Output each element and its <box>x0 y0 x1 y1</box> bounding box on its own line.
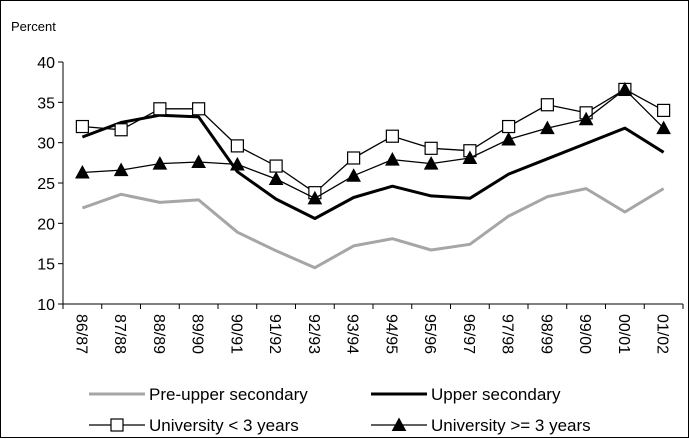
x-tick-label: 87/88 <box>111 314 128 354</box>
data-point-university-3-years <box>424 141 438 155</box>
x-tick-label: 93/94 <box>344 314 361 354</box>
x-tick-label: 92/93 <box>305 314 322 354</box>
y-tick-label: 40 <box>37 55 55 72</box>
data-point-university-3-years <box>501 131 516 146</box>
y-tick-label: 20 <box>37 216 55 233</box>
y-axis-unit-label: Percent <box>11 19 56 34</box>
y-tick-label: 10 <box>37 297 55 314</box>
series-layer <box>75 81 671 270</box>
data-point-university-3-years <box>192 102 206 116</box>
legend-label: Pre-upper secondary <box>149 385 308 404</box>
x-tick-label: 01/02 <box>654 314 671 354</box>
data-point-university-3-years <box>153 102 167 116</box>
legend-item-pre-upper-secondary: Pre-upper secondary <box>89 385 308 404</box>
legend-label: University < 3 years <box>149 416 299 435</box>
legend-marker <box>110 418 124 432</box>
data-point-university-3-years <box>191 154 206 169</box>
y-tick-label: 35 <box>37 95 55 112</box>
x-tick-label: 95/96 <box>421 314 438 354</box>
chart-axes: Percent 10 15 20 25 30 35 40 86/87 87/88 88/89 89/9… <box>11 19 684 354</box>
x-tick-label: 96/97 <box>460 314 477 354</box>
data-point-university-3-years <box>152 156 168 170</box>
legend: Pre-upper secondary Upper secondary Univer… <box>89 385 591 435</box>
data-point-university-3-years <box>540 120 555 135</box>
data-point-university-3-years <box>268 171 284 185</box>
x-tick-label: 86/87 <box>72 314 89 354</box>
x-tick-label: 99/00 <box>576 314 593 354</box>
x-tick-label: 98/99 <box>537 314 554 354</box>
data-point-university-3-years <box>347 151 361 165</box>
y-tick-label: 15 <box>37 257 55 274</box>
legend-item-university-3-years: University < 3 years <box>89 416 299 435</box>
series-pre-upper-secondary <box>81 187 665 270</box>
data-point-university-3-years <box>114 123 128 137</box>
y-tick-label: 30 <box>37 136 55 153</box>
data-point-university-3-years <box>75 164 90 179</box>
series-line-university-3-years <box>82 88 664 194</box>
x-tick-label: 91/92 <box>266 314 283 354</box>
data-point-university-3-years <box>657 103 671 118</box>
x-tick-label: 90/91 <box>227 314 244 354</box>
data-point-university-3-years <box>75 119 89 134</box>
x-tick-label: 88/89 <box>150 314 167 354</box>
y-tick-label: 25 <box>37 176 55 193</box>
data-point-university-3-years <box>385 129 399 143</box>
legend-item-upper-secondary: Upper secondary <box>371 385 561 404</box>
series-line-pre-upper-secondary <box>81 187 665 270</box>
data-point-university-3-years <box>423 156 439 170</box>
legend-label: Upper secondary <box>431 385 561 404</box>
data-point-university-3-years <box>346 168 361 182</box>
series-line-upper-secondary <box>81 113 665 220</box>
series-upper-secondary <box>81 113 665 220</box>
legend-item-university-3-years: University >= 3 years <box>371 416 591 435</box>
x-tick-label: 00/01 <box>615 314 632 354</box>
data-point-university-3-years <box>307 190 323 205</box>
data-point-university-3-years <box>269 159 283 173</box>
data-point-university-3-years <box>230 139 244 153</box>
data-point-university-3-years <box>230 156 245 171</box>
data-point-university-3-years <box>540 98 554 112</box>
data-point-university-3-years <box>113 162 129 177</box>
data-point-university-3-years <box>385 152 400 166</box>
legend-label: University >= 3 years <box>431 416 591 435</box>
series-university-3-years <box>75 81 671 205</box>
series-line-university-3-years <box>82 88 665 199</box>
data-point-university-3-years <box>656 120 671 135</box>
x-tick-label: 89/90 <box>189 314 206 354</box>
data-point-university-3-years <box>462 150 478 164</box>
series-university-3-years <box>75 82 671 200</box>
x-tick-label: 94/95 <box>382 314 399 354</box>
data-point-university-3-years <box>578 111 594 126</box>
data-point-university-3-years <box>617 81 633 96</box>
x-tick-label: 97/98 <box>499 314 516 354</box>
legend-marker <box>391 417 407 431</box>
data-point-university-3-years <box>502 119 516 134</box>
